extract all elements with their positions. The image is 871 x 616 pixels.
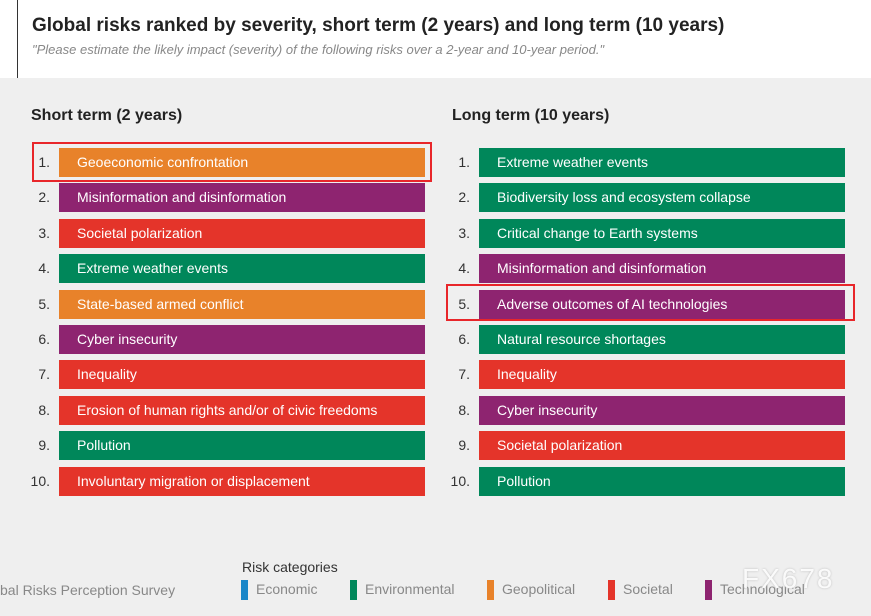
rank: 3. xyxy=(458,224,470,241)
legend-swatch xyxy=(487,580,494,600)
rank: 5. xyxy=(38,295,50,312)
column-heading: Long term (10 years) xyxy=(452,107,610,124)
rank: 2. xyxy=(38,189,50,206)
risk-bar: Pollution xyxy=(479,466,845,496)
legend-label: Environmental xyxy=(365,581,455,597)
legend-swatch xyxy=(608,580,615,600)
title: Global risks ranked by severity, short t… xyxy=(32,15,725,36)
risk-bar: Geoeconomic confrontation xyxy=(59,148,425,177)
rank: 6. xyxy=(38,331,50,347)
legend-swatch xyxy=(350,580,357,600)
legend-label: Geopolitical xyxy=(502,581,576,597)
risk-bar: Misinformation and disinformation xyxy=(479,254,845,284)
source: bal Risks Perception Survey xyxy=(0,582,176,598)
legend-label: Economic xyxy=(256,581,318,597)
legend-title: Risk categories xyxy=(242,559,338,575)
risk-bar: Pollution xyxy=(59,431,425,461)
rank: 3. xyxy=(38,224,50,241)
header: Global risks ranked by severity, short t… xyxy=(0,0,871,78)
risk-bar: Misinformation and disinformation xyxy=(59,183,425,213)
header-rule xyxy=(17,0,18,78)
highlight-box xyxy=(446,283,855,321)
risk-bar: Cyber insecurity xyxy=(59,325,425,354)
rank: 8. xyxy=(458,401,470,418)
rank: 4. xyxy=(38,260,50,277)
rank: 8. xyxy=(38,401,50,418)
risk-bar: State-based armed conflict xyxy=(59,289,425,319)
rank: 4. xyxy=(458,260,470,277)
highlight-box xyxy=(32,142,432,182)
risk-bar: Societal polarization xyxy=(479,431,845,461)
rank: 10. xyxy=(30,472,50,489)
rank: 2. xyxy=(458,189,470,206)
risk-bar: Adverse outcomes of AI technologies xyxy=(479,289,845,319)
risk-bar: Involuntary migration or displacement xyxy=(59,466,425,496)
risk-bar: Extreme weather events xyxy=(59,254,425,284)
rank: 7. xyxy=(38,366,50,383)
risk-bar: Biodiversity loss and ecosystem collapse xyxy=(479,183,845,213)
legend-swatch xyxy=(241,580,248,600)
risk-bar: Inequality xyxy=(479,360,845,390)
rank: 1. xyxy=(38,154,50,170)
risk-bar: Natural resource shortages xyxy=(479,325,845,354)
legend-label: Societal xyxy=(623,581,673,597)
rank: 7. xyxy=(458,366,470,383)
rank: 9. xyxy=(38,437,50,454)
risk-bar: Extreme weather events xyxy=(479,148,845,177)
risk-bar: Inequality xyxy=(59,360,425,390)
risk-bar: Societal polarization xyxy=(59,218,425,248)
legend-swatch xyxy=(705,580,712,600)
subtitle: "Please estimate the likely impact (seve… xyxy=(32,42,605,57)
column-heading: Short term (2 years) xyxy=(31,107,183,124)
watermark: FX678 xyxy=(742,563,835,594)
rank: 5. xyxy=(458,295,470,312)
rank: 9. xyxy=(458,437,470,454)
risk-bar: Critical change to Earth systems xyxy=(479,218,845,248)
legend-label: Technological xyxy=(720,581,805,597)
rank: 6. xyxy=(458,331,470,347)
rank: 10. xyxy=(450,472,470,489)
rank: 1. xyxy=(458,154,470,170)
risk-bar: Cyber insecurity xyxy=(479,395,845,425)
risk-bar: Erosion of human rights and/or of civic … xyxy=(59,395,425,425)
